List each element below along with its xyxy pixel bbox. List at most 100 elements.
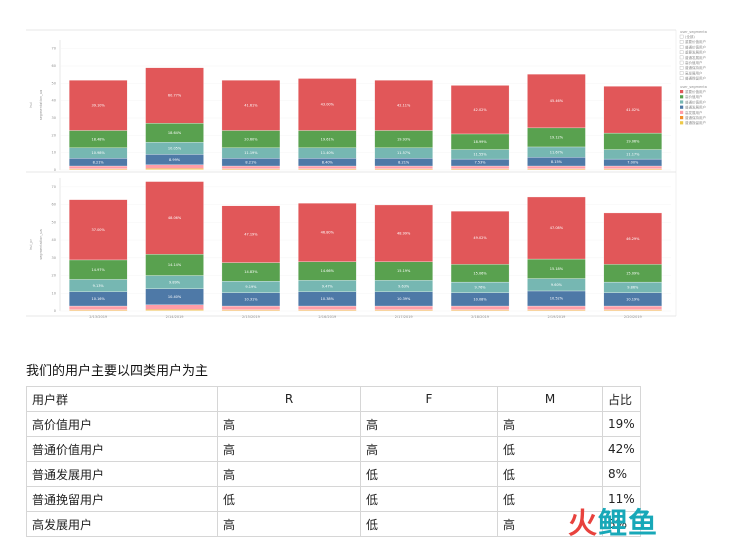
x-tick-label: 2/16/2019 (318, 315, 336, 318)
table-row: 普通挽留用户 低 低 低 11% (26, 486, 641, 512)
top-panel-y-tick-label: 30 (52, 116, 56, 120)
header-user-group: 用户群 (26, 386, 218, 412)
top-panel-bar-segment (450, 85, 510, 135)
bottom-panel-bar-segment (527, 196, 586, 260)
cell-user-group: 普通价值用户 (26, 436, 218, 462)
bottom-panel-bar-data-label: 14.14% (168, 263, 182, 267)
bottom-panel-bar-data-label: 9.86% (627, 286, 639, 290)
bottom-panel-bar-data-label: 15.18% (550, 267, 564, 271)
top-panel-bar-data-label: 11.67% (550, 150, 564, 154)
bottom-panel-bar-segment (603, 212, 662, 265)
top-panel-bar-data-label: 11.57% (397, 151, 411, 155)
top-panel-bar-data-label: 18.64% (168, 131, 182, 135)
cell-f: 低 (360, 461, 498, 487)
top-panel-bar-data-label: 7.00% (627, 161, 639, 165)
bottom-panel-bar-data-label: 9.19% (245, 285, 257, 289)
bottom-panel-bar-data-label: 9.89% (169, 280, 181, 284)
cell-f: 高 (360, 411, 498, 437)
top-panel-bar-data-label: 19.06% (626, 140, 640, 144)
top-panel-bar-data-label: 41.02% (626, 108, 640, 112)
bottom-panel-bar-data-label: 10.38% (321, 297, 335, 301)
bottom-legend-swatch (680, 121, 684, 125)
top-panel-bar-data-label: 45.46% (550, 99, 564, 103)
top-panel-bar-data-label: 11.55% (473, 153, 487, 157)
x-tick-label: 2/13/2019 (89, 315, 107, 318)
bottom-panel-bar-segment (145, 181, 204, 255)
top-legend-item: 普通价值用户 (685, 44, 706, 49)
bottom-panel-y-tick-label: 50 (52, 220, 56, 224)
top-panel-bar-segment (69, 80, 128, 131)
top-panel-bar-data-label: 8.15% (551, 160, 563, 164)
top-panel-bar-data-label: 10.98% (92, 151, 106, 155)
cell-r: 高 (217, 436, 361, 462)
top-panel-bar-segment (527, 165, 586, 169)
top-panel-y-tick-label: 70 (52, 47, 56, 51)
top-panel-y-axis-label: segmentation_ua (39, 90, 43, 120)
top-panel-bar-segment (603, 165, 662, 169)
stacked-bar-chart: 0 10 20 30 40 50 60 70 segmentation_ua hui 39.10% 1… (26, 29, 707, 318)
top-legend-item: (全部) (685, 34, 695, 39)
top-legend-item: 高价值用户 (685, 60, 703, 65)
top-panel-bar-segment (374, 80, 433, 131)
top-panel-bar-data-label: 42.02% (473, 108, 487, 112)
top-panel-bar-segment (69, 165, 128, 169)
rfm-segment-table: 用户群 R F M 占比 高价值用户 高 高 高 19% 普通价值用户 高 高 … (26, 386, 641, 537)
top-panel-bar-segment (527, 73, 586, 129)
bottom-panel-bar-data-label: 9.47% (322, 284, 334, 288)
bottom-panel-bar-segment (145, 309, 204, 311)
bottom-panel-bar-data-label: 10.31% (244, 298, 258, 302)
table-row: 普通发展用户 高 低 低 8% (26, 461, 641, 487)
top-panel-bar-data-label: 11.19% (244, 151, 258, 155)
bottom-panel-bar-data-label: 10.40% (168, 295, 182, 299)
bottom-panel-bar-data-label: 15.06% (473, 271, 487, 275)
bottom-panel-y-tick-label: 10 (52, 291, 56, 295)
bottom-panel-bar-segment (527, 305, 586, 310)
top-panel-bar-segment (221, 80, 281, 131)
header-r: R (217, 386, 361, 412)
bottom-panel-bar-segment (298, 203, 357, 262)
top-legend-swatch (679, 55, 684, 60)
watermark-logo: 火鲤鱼 (568, 500, 658, 542)
bottom-panel-bar-data-label: 47.08% (550, 226, 564, 230)
cell-share: 3% (602, 511, 641, 537)
bottom-panel-y-tick-label: 70 (52, 185, 56, 189)
bottom-panel-bar-data-label: 14.83% (244, 270, 258, 274)
bottom-panel-y-tick-label: 60 (52, 203, 56, 207)
bottom-panel-bar-data-label: 48.06% (168, 216, 182, 220)
top-panel-row-label: hui (29, 102, 33, 107)
bottom-panel-y-tick-label: 20 (52, 274, 56, 278)
top-panel-y-tick-label: 0 (54, 168, 56, 172)
bottom-panel-bar-data-label: 9.60% (551, 283, 563, 287)
cell-r: 高 (217, 511, 361, 537)
cell-r: 低 (217, 486, 361, 512)
bottom-panel-bar-data-label: 47.19% (244, 232, 258, 236)
table-row: 高发展用户 高 低 高 3% (26, 511, 641, 537)
cell-m: 低 (497, 436, 603, 462)
cell-r: 高 (217, 411, 361, 437)
top-panel-bar-data-label: 8.40% (322, 160, 334, 164)
bottom-panel-bar-data-label: 10.08% (473, 298, 487, 302)
section-heading: 我们的用户主要以四类用户为主 (26, 364, 209, 379)
bottom-panel-bar-data-label: 48.99% (397, 232, 411, 236)
top-panel-bar-data-label: 18.99% (473, 140, 487, 144)
bottom-panel-row-label: hui_pr (29, 239, 33, 250)
bottom-panel-bar-segment (298, 305, 357, 310)
bottom-legend-swatch (680, 105, 684, 109)
stacked-bar-chart-panel: 0 10 20 30 40 50 60 70 segmentation_ua hui 39.10% 1… (26, 26, 707, 318)
top-legend-swatch (679, 76, 684, 80)
top-panel-bar-segment (145, 67, 204, 124)
top-panel-bar-segment (145, 164, 204, 169)
cell-m: 高 (497, 411, 603, 437)
top-panel-bar-data-label: 43.00% (321, 103, 335, 107)
cell-r: 高 (217, 461, 361, 487)
x-tick-label: 2/14/2019 (166, 315, 184, 318)
cell-share: 19% (602, 411, 641, 437)
top-panel-bar-segment (298, 165, 357, 169)
top-panel-y-tick-label: 10 (52, 151, 56, 155)
top-panel-y-tick-label: 60 (52, 64, 56, 68)
top-legend-swatch (679, 50, 684, 55)
top-legend-swatch (679, 39, 684, 44)
top-panel-bar-data-label: 10.05% (168, 147, 182, 151)
top-legend-item: 普通发展用户 (685, 55, 706, 60)
cell-share: 8% (602, 461, 641, 487)
